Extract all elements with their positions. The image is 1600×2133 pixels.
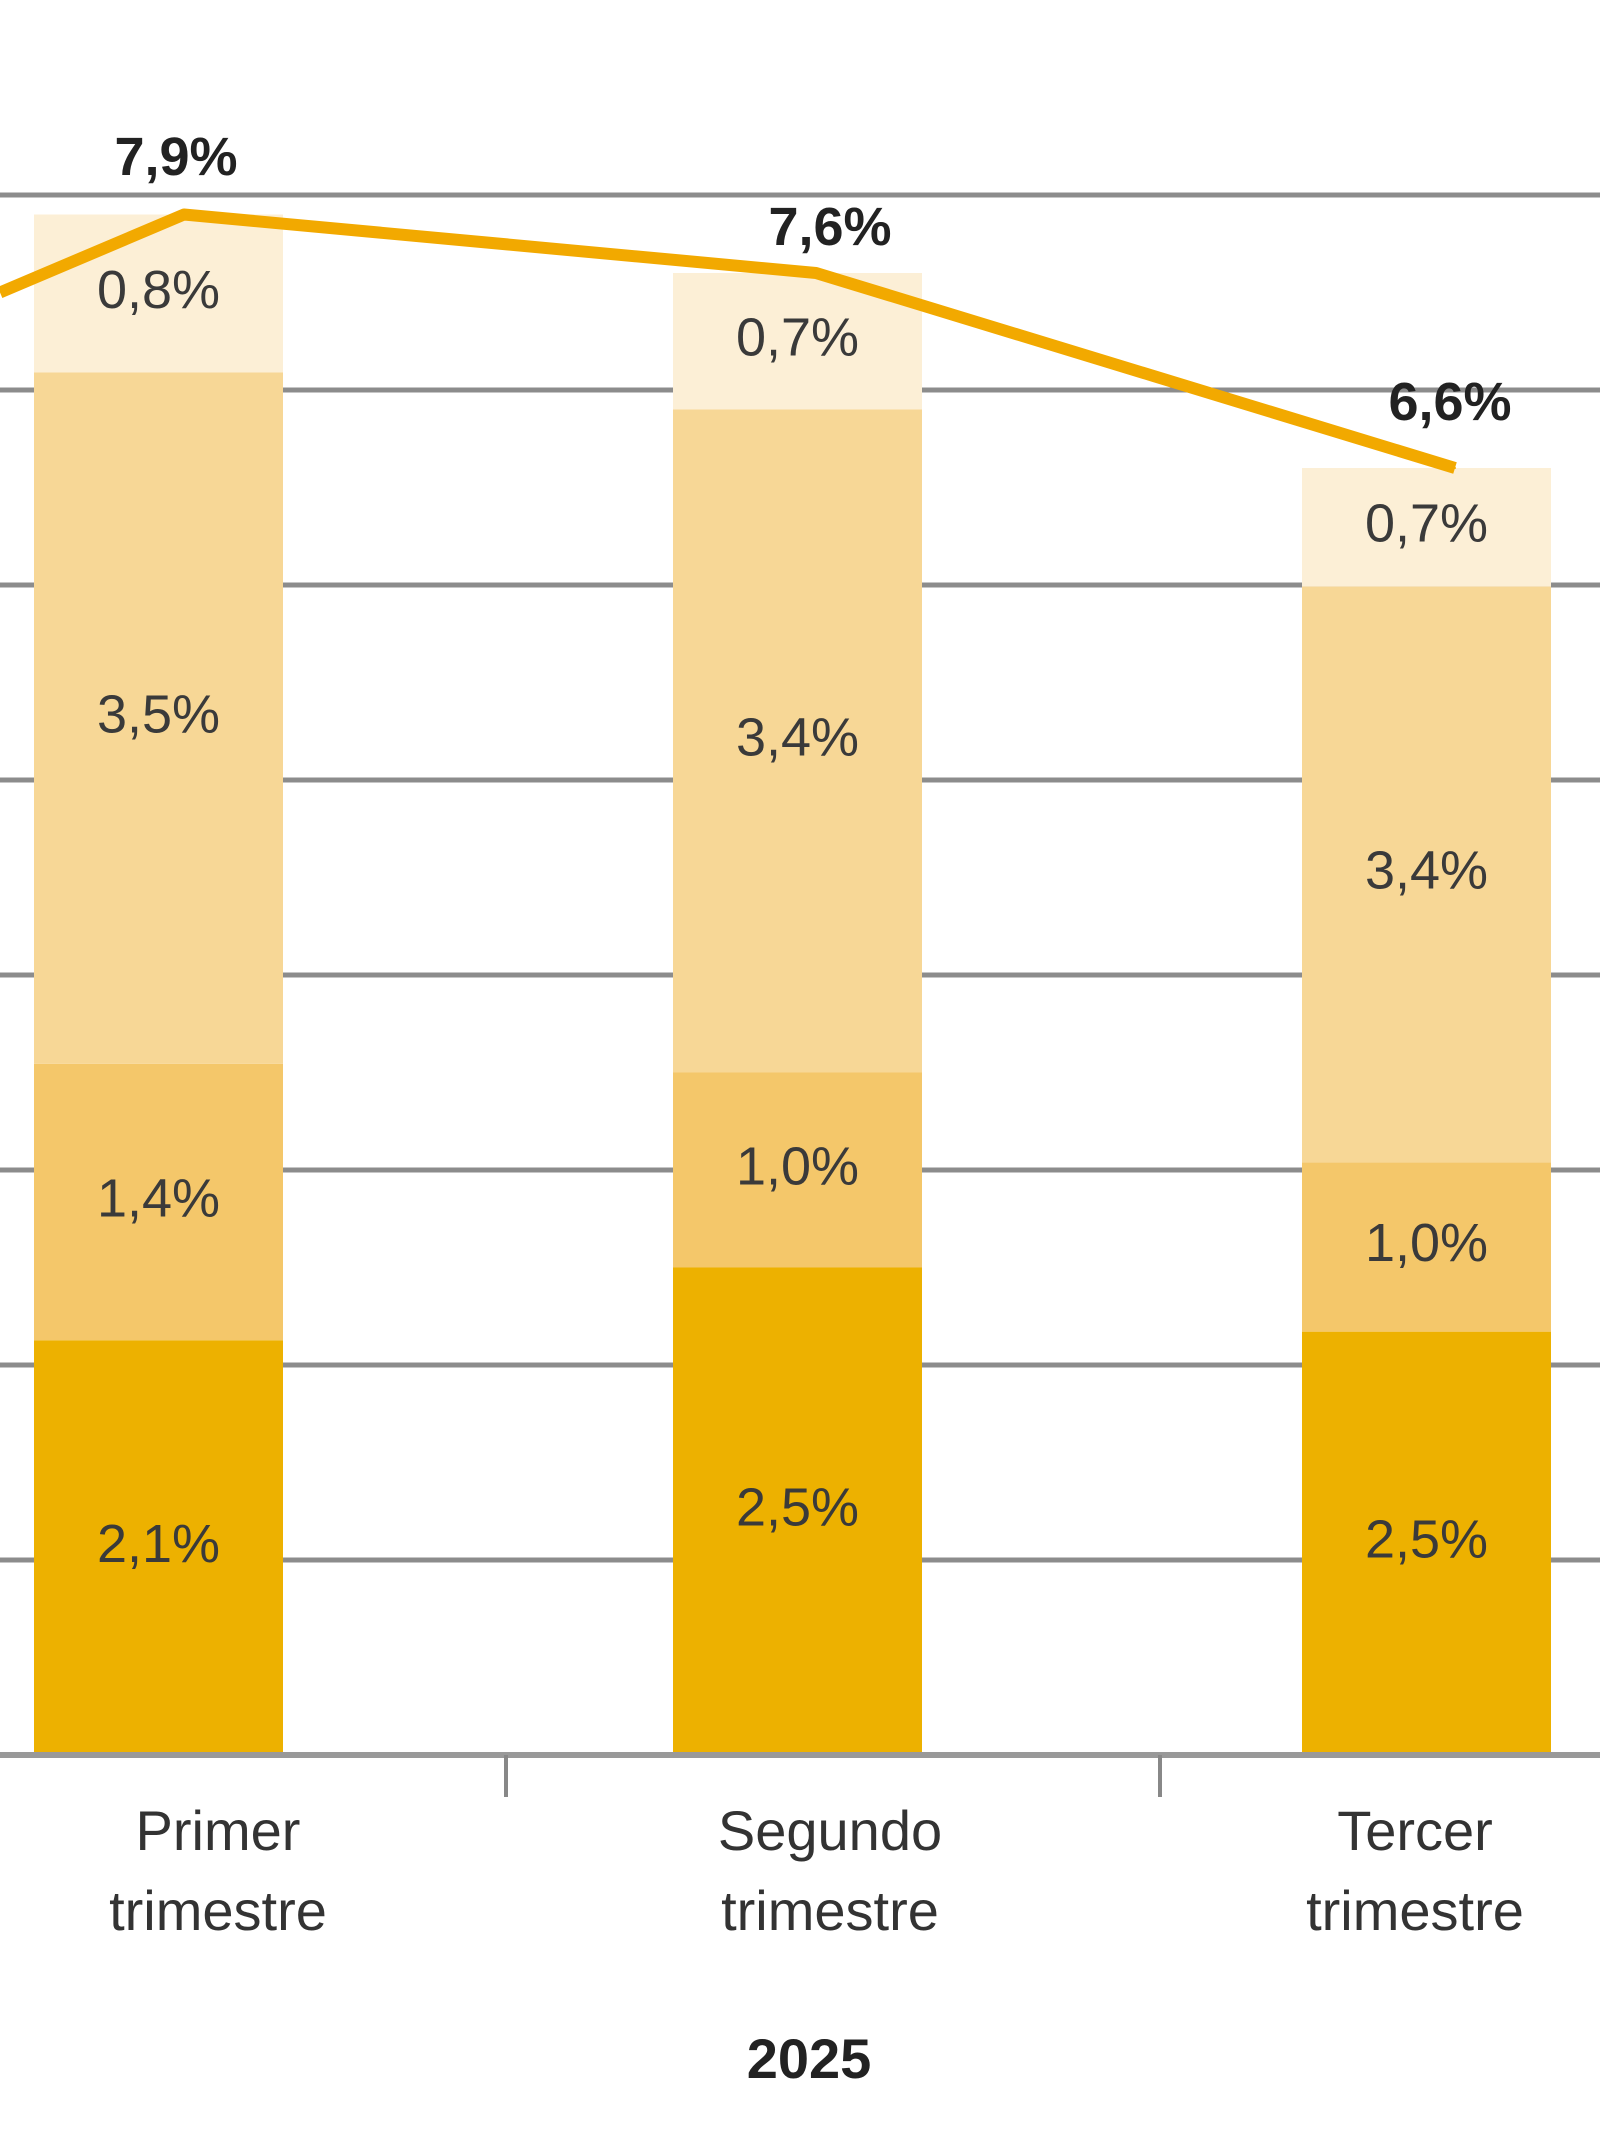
segment-label: 0,8% <box>97 260 220 320</box>
group-label-2025: 2025 <box>747 2027 872 2090</box>
bar-segment <box>1302 1162 1551 1332</box>
bar-segment <box>1302 468 1551 587</box>
segment-label: 0,7% <box>1365 494 1488 554</box>
bar-segment <box>34 214 283 373</box>
total-line-path <box>0 208 1457 474</box>
segment-label: 1,0% <box>736 1136 859 1196</box>
bars <box>34 214 1551 1755</box>
bar-segment <box>1302 586 1551 1163</box>
segment-label: 0,7% <box>736 308 859 368</box>
bar-segment <box>34 372 283 1064</box>
category-label-line: trimestre <box>721 1879 939 1942</box>
bar-segment <box>34 1340 283 1755</box>
line-value-label: 6,6% <box>1388 372 1511 432</box>
labels: 2,1% 1,4% 3,5% 0,8% Primer trimestre 2,5% 1,0% 3… <box>97 127 1524 1942</box>
category-label-line: Primer <box>136 1799 301 1862</box>
segment-label: 3,5% <box>97 684 220 744</box>
segment-label: 2,5% <box>1365 1510 1488 1570</box>
bar-segment <box>34 1063 283 1341</box>
bar-segment <box>673 1267 922 1755</box>
segment-label: 3,4% <box>736 707 859 767</box>
category-label-line: trimestre <box>1306 1879 1524 1942</box>
segment-label: 2,1% <box>97 1514 220 1574</box>
x-axis <box>0 1752 1600 1797</box>
line-value-label: 7,9% <box>114 127 237 187</box>
line-point <box>1454 467 1456 469</box>
line-point <box>183 213 185 216</box>
category-label: Primer trimestre <box>109 1799 327 1942</box>
category-label-line: Tercer <box>1337 1799 1493 1862</box>
line-value-label: 7,6% <box>768 197 891 257</box>
category-label: Tercer trimestre <box>1306 1799 1524 1942</box>
line-point <box>815 272 817 274</box>
total-line <box>0 208 1457 474</box>
category-label-line: trimestre <box>109 1879 327 1942</box>
segment-label: 1,4% <box>97 1168 220 1228</box>
bar-segment <box>673 409 922 1073</box>
bar-segment <box>1302 1331 1551 1755</box>
bar-segment <box>673 1072 922 1268</box>
segment-label: 2,5% <box>736 1478 859 1538</box>
category-label-line: Segundo <box>718 1799 942 1862</box>
segment-label: 3,4% <box>1365 841 1488 901</box>
category-label: Segundo trimestre <box>718 1799 942 1942</box>
segment-label: 1,0% <box>1365 1213 1488 1273</box>
